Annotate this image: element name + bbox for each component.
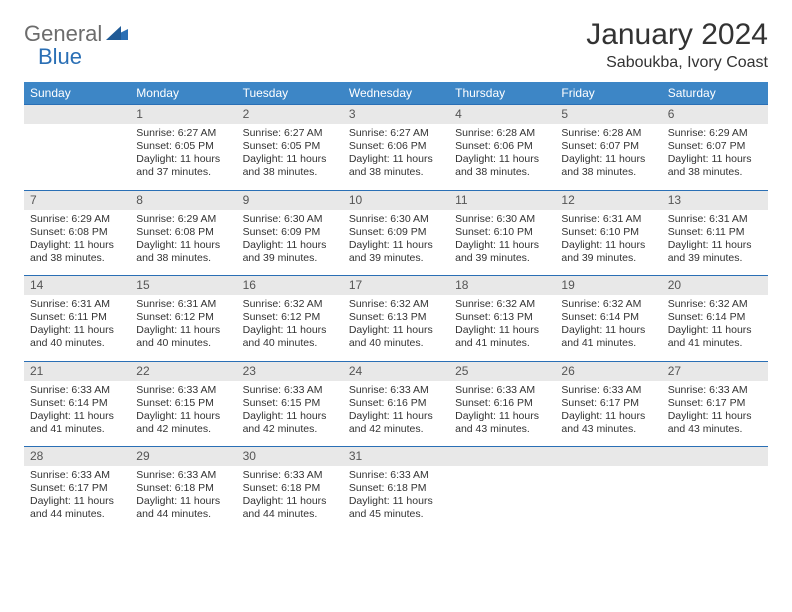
day-number: 7	[24, 190, 130, 210]
day-number: 5	[555, 105, 661, 125]
day-number-row: 78910111213	[24, 190, 768, 210]
day-number	[662, 447, 768, 467]
day-cell: Sunrise: 6:29 AMSunset: 6:08 PMDaylight:…	[130, 210, 236, 276]
day-content-row: Sunrise: 6:33 AMSunset: 6:14 PMDaylight:…	[24, 381, 768, 447]
day-number: 30	[237, 447, 343, 467]
day-number: 12	[555, 190, 661, 210]
day-number: 24	[343, 361, 449, 381]
day-number	[555, 447, 661, 467]
day-cell: Sunrise: 6:33 AMSunset: 6:17 PMDaylight:…	[662, 381, 768, 447]
location: Saboukba, Ivory Coast	[586, 54, 768, 72]
day-number: 23	[237, 361, 343, 381]
day-cell: Sunrise: 6:27 AMSunset: 6:06 PMDaylight:…	[343, 124, 449, 190]
day-cell	[662, 466, 768, 532]
day-number: 6	[662, 105, 768, 125]
day-cell: Sunrise: 6:31 AMSunset: 6:11 PMDaylight:…	[24, 295, 130, 361]
day-cell: Sunrise: 6:33 AMSunset: 6:17 PMDaylight:…	[24, 466, 130, 532]
day-number-row: 21222324252627	[24, 361, 768, 381]
day-cell: Sunrise: 6:32 AMSunset: 6:12 PMDaylight:…	[237, 295, 343, 361]
day-cell: Sunrise: 6:31 AMSunset: 6:10 PMDaylight:…	[555, 210, 661, 276]
day-cell: Sunrise: 6:29 AMSunset: 6:07 PMDaylight:…	[662, 124, 768, 190]
day-number: 17	[343, 276, 449, 296]
day-cell: Sunrise: 6:33 AMSunset: 6:15 PMDaylight:…	[130, 381, 236, 447]
day-number: 16	[237, 276, 343, 296]
day-number: 10	[343, 190, 449, 210]
weekday-header: Saturday	[662, 82, 768, 105]
day-cell: Sunrise: 6:27 AMSunset: 6:05 PMDaylight:…	[130, 124, 236, 190]
day-number: 14	[24, 276, 130, 296]
logo-flag-icon	[106, 26, 128, 45]
day-number: 19	[555, 276, 661, 296]
day-cell: Sunrise: 6:33 AMSunset: 6:18 PMDaylight:…	[343, 466, 449, 532]
day-number: 26	[555, 361, 661, 381]
day-cell: Sunrise: 6:32 AMSunset: 6:14 PMDaylight:…	[662, 295, 768, 361]
day-number: 15	[130, 276, 236, 296]
weekday-header: Sunday	[24, 82, 130, 105]
day-cell: Sunrise: 6:31 AMSunset: 6:12 PMDaylight:…	[130, 295, 236, 361]
day-content-row: Sunrise: 6:33 AMSunset: 6:17 PMDaylight:…	[24, 466, 768, 532]
day-number: 18	[449, 276, 555, 296]
day-number	[24, 105, 130, 125]
day-cell: Sunrise: 6:33 AMSunset: 6:18 PMDaylight:…	[130, 466, 236, 532]
day-cell: Sunrise: 6:32 AMSunset: 6:13 PMDaylight:…	[343, 295, 449, 361]
logo: GeneralBlue	[24, 22, 128, 69]
day-cell: Sunrise: 6:28 AMSunset: 6:07 PMDaylight:…	[555, 124, 661, 190]
day-cell: Sunrise: 6:33 AMSunset: 6:17 PMDaylight:…	[555, 381, 661, 447]
day-cell	[24, 124, 130, 190]
day-cell: Sunrise: 6:29 AMSunset: 6:08 PMDaylight:…	[24, 210, 130, 276]
day-cell: Sunrise: 6:27 AMSunset: 6:05 PMDaylight:…	[237, 124, 343, 190]
header: GeneralBlue January 2024 Saboukba, Ivory…	[24, 18, 768, 72]
day-number: 20	[662, 276, 768, 296]
day-number: 9	[237, 190, 343, 210]
logo-text-blue: Blue	[38, 44, 82, 69]
day-number: 4	[449, 105, 555, 125]
day-cell	[555, 466, 661, 532]
weekday-header: Friday	[555, 82, 661, 105]
day-number-row: 28293031	[24, 447, 768, 467]
weekday-header: Wednesday	[343, 82, 449, 105]
day-number: 29	[130, 447, 236, 467]
day-content-row: Sunrise: 6:31 AMSunset: 6:11 PMDaylight:…	[24, 295, 768, 361]
day-number-row: 123456	[24, 105, 768, 125]
day-content-row: Sunrise: 6:29 AMSunset: 6:08 PMDaylight:…	[24, 210, 768, 276]
day-number-row: 14151617181920	[24, 276, 768, 296]
weekday-header: Tuesday	[237, 82, 343, 105]
day-cell: Sunrise: 6:33 AMSunset: 6:15 PMDaylight:…	[237, 381, 343, 447]
day-number: 13	[662, 190, 768, 210]
day-cell	[449, 466, 555, 532]
day-cell: Sunrise: 6:33 AMSunset: 6:16 PMDaylight:…	[449, 381, 555, 447]
day-cell: Sunrise: 6:28 AMSunset: 6:06 PMDaylight:…	[449, 124, 555, 190]
day-cell: Sunrise: 6:33 AMSunset: 6:14 PMDaylight:…	[24, 381, 130, 447]
day-number: 11	[449, 190, 555, 210]
day-number: 22	[130, 361, 236, 381]
month-title: January 2024	[586, 18, 768, 52]
logo-text-general: General	[24, 22, 102, 45]
calendar-table: Sunday Monday Tuesday Wednesday Thursday…	[24, 82, 768, 532]
day-cell: Sunrise: 6:32 AMSunset: 6:14 PMDaylight:…	[555, 295, 661, 361]
day-cell: Sunrise: 6:33 AMSunset: 6:18 PMDaylight:…	[237, 466, 343, 532]
day-cell: Sunrise: 6:33 AMSunset: 6:16 PMDaylight:…	[343, 381, 449, 447]
day-cell: Sunrise: 6:31 AMSunset: 6:11 PMDaylight:…	[662, 210, 768, 276]
day-number: 3	[343, 105, 449, 125]
day-cell: Sunrise: 6:30 AMSunset: 6:10 PMDaylight:…	[449, 210, 555, 276]
day-content-row: Sunrise: 6:27 AMSunset: 6:05 PMDaylight:…	[24, 124, 768, 190]
day-number: 28	[24, 447, 130, 467]
weekday-header: Monday	[130, 82, 236, 105]
day-number: 27	[662, 361, 768, 381]
day-number: 25	[449, 361, 555, 381]
weekday-header: Thursday	[449, 82, 555, 105]
day-cell: Sunrise: 6:30 AMSunset: 6:09 PMDaylight:…	[237, 210, 343, 276]
title-block: January 2024 Saboukba, Ivory Coast	[586, 18, 768, 72]
day-number: 1	[130, 105, 236, 125]
day-number: 2	[237, 105, 343, 125]
day-number	[449, 447, 555, 467]
day-cell: Sunrise: 6:32 AMSunset: 6:13 PMDaylight:…	[449, 295, 555, 361]
weekday-header-row: Sunday Monday Tuesday Wednesday Thursday…	[24, 82, 768, 105]
day-number: 21	[24, 361, 130, 381]
day-number: 8	[130, 190, 236, 210]
day-number: 31	[343, 447, 449, 467]
day-cell: Sunrise: 6:30 AMSunset: 6:09 PMDaylight:…	[343, 210, 449, 276]
